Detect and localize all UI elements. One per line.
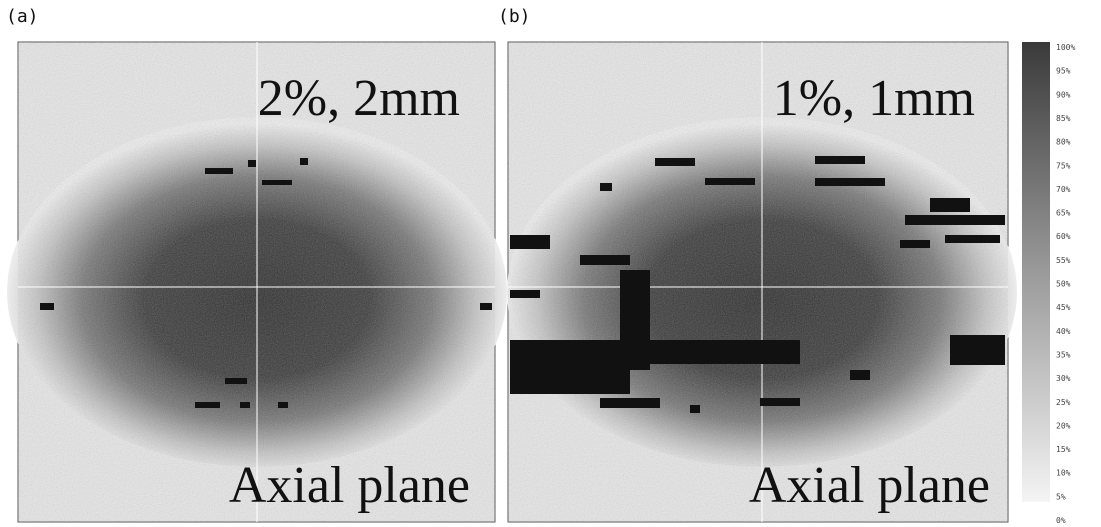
colorbar-label: 95% [1056,67,1071,76]
colorbar-label: 80% [1056,138,1071,147]
colorbar-label: 10% [1056,469,1071,478]
figure: (a) (b) 2%, 2mm Axial plane [0,0,1101,527]
colorbar-label: 35% [1056,350,1071,359]
plane-label: Axial plane [749,457,990,514]
criterion: 2%, 2mm [258,70,460,127]
colorbar-label: 30% [1056,374,1071,383]
colorbar-label: 75% [1056,161,1071,170]
colorbar-label: 65% [1056,209,1071,218]
criterion: 1%, 1mm [773,70,975,127]
colorbar-label: 70% [1056,185,1071,194]
panel-label: (a) [6,6,39,27]
colorbar-label: 0% [1056,516,1066,525]
colorbar-label: 90% [1056,90,1071,99]
colorbar-label: 55% [1056,256,1071,265]
colorbar-label: 85% [1056,114,1071,123]
colorbar-label: 15% [1056,445,1071,454]
colorbar-label: 25% [1056,398,1071,407]
panel-a: 2%, 2mm Axial plane [7,42,507,522]
panel-b: 1%, 1mm Axial plane [507,42,1017,522]
colorbar-label: 40% [1056,327,1071,336]
colorbar-label: 60% [1056,232,1071,241]
colorbar-label: 5% [1056,492,1066,501]
colorbar-label: 50% [1056,280,1071,289]
colorbar: 100% 95% 90% 85% 80% 75% 70% 65% 60% 55% 50% 45% 40%… [1022,42,1075,525]
colorbar-label: 100% [1056,43,1075,52]
colorbar-label: 20% [1056,421,1071,430]
plane-label: Axial plane [229,457,470,514]
colorbar-scale [1022,42,1050,502]
panel-label: (b) [498,6,531,27]
colorbar-label: 45% [1056,303,1071,312]
